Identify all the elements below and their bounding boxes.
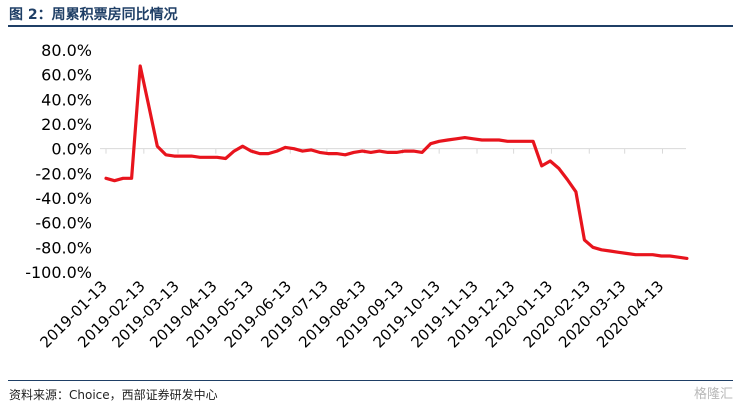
footer-divider	[8, 380, 733, 381]
source-note: 资料来源：Choice，西部证券研发中心	[9, 388, 218, 402]
y-tick-label: -100.0%	[25, 263, 92, 282]
y-tick-label: 20.0%	[41, 115, 92, 134]
line-chart: 80.0% 60.0% 40.0% 20.0% 0.0% -20.0% -40.0% -60.…	[25, 41, 689, 351]
x-axis: 2019-01-132019-02-132019-03-132019-04-13…	[36, 148, 686, 351]
y-tick-label: -20.0%	[35, 164, 92, 183]
y-tick-label: -80.0%	[35, 238, 92, 257]
y-axis: 80.0% 60.0% 40.0% 20.0% 0.0% -20.0% -40.0% -60.…	[25, 41, 92, 282]
title-divider	[8, 25, 733, 27]
y-tick-label: 0.0%	[51, 140, 92, 159]
y-tick-label: 80.0%	[41, 41, 92, 60]
y-tick-label: 40.0%	[41, 90, 92, 109]
y-tick-label: -40.0%	[35, 189, 92, 208]
series-layer	[104, 64, 689, 260]
watermark-logo: 格隆汇	[693, 387, 733, 402]
y-tick-label: 60.0%	[41, 66, 92, 85]
y-tick-label: -60.0%	[35, 214, 92, 233]
series-line	[104, 64, 689, 260]
chart-title: 图 2：周累积票房同比情况	[9, 7, 178, 23]
